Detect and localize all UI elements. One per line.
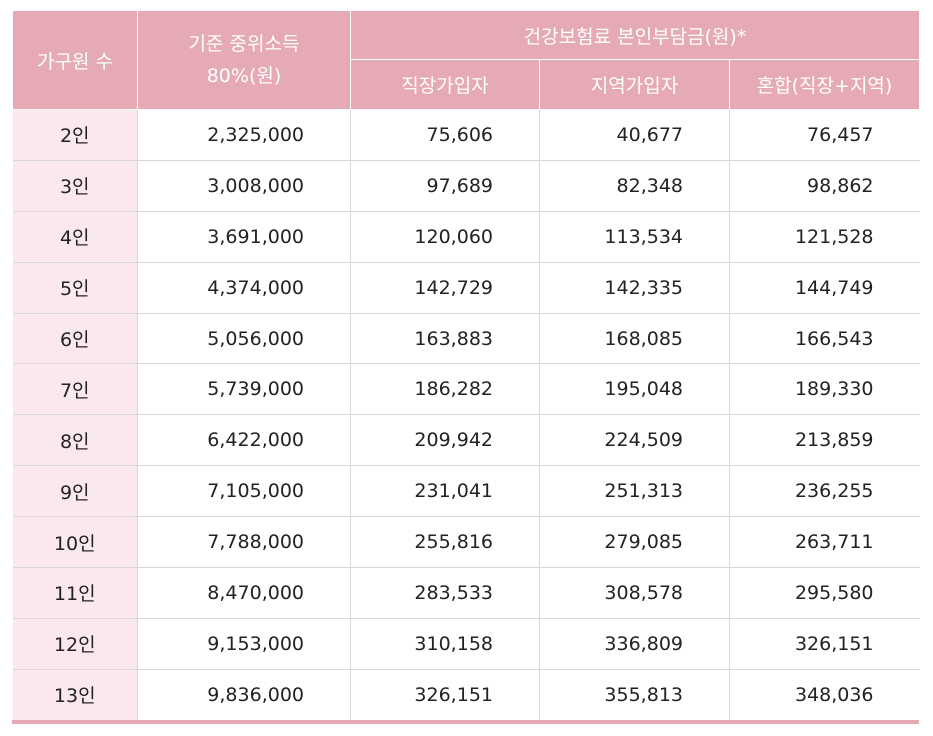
cell-household: 11인	[12, 567, 138, 619]
header-household: 가구원 수	[12, 10, 138, 110]
cell-mixed: 76,457	[729, 109, 920, 161]
cell-employee: 142,729	[350, 262, 540, 314]
cell-mixed: 348,036	[729, 669, 920, 720]
header-employee: 직장가입자	[350, 59, 540, 110]
cell-employee: 209,942	[350, 414, 540, 467]
table-row: 8인 6,422,000 209,942 224,509 213,859	[12, 414, 920, 467]
cell-mixed: 326,151	[729, 618, 920, 670]
cell-regional: 40,677	[539, 109, 730, 161]
table-row: 13인 9,836,000 326,151 355,813 348,036	[12, 669, 920, 720]
header-income-line2: 80%(원)	[206, 65, 282, 87]
cell-income: 6,422,000	[137, 414, 351, 467]
header-mixed: 혼합(직장+지역)	[728, 59, 921, 110]
cell-employee: 310,158	[350, 618, 540, 670]
cell-household: 5인	[12, 262, 138, 314]
cell-income: 4,374,000	[137, 262, 351, 314]
cell-income: 8,470,000	[137, 567, 351, 619]
cell-income: 2,325,000	[137, 109, 351, 161]
cell-employee: 255,816	[350, 516, 540, 569]
cell-income: 7,788,000	[137, 516, 351, 569]
cell-employee: 163,883	[350, 313, 540, 365]
cell-household: 9인	[12, 465, 138, 518]
cell-regional: 168,085	[539, 313, 730, 365]
cell-regional: 308,578	[539, 567, 730, 619]
cell-mixed: 236,255	[729, 465, 920, 518]
cell-household: 6인	[12, 313, 138, 365]
cell-regional: 336,809	[539, 618, 730, 670]
cell-income: 5,739,000	[137, 363, 351, 416]
header-income: 기준 중위소득 80%(원)	[137, 10, 351, 110]
table-row: 4인 3,691,000 120,060 113,534 121,528	[12, 211, 920, 263]
cell-employee: 231,041	[350, 465, 540, 518]
header-income-line1: 기준 중위소득	[188, 33, 300, 55]
cell-regional: 279,085	[539, 516, 730, 569]
cell-employee: 97,689	[350, 160, 540, 212]
premium-table: 가구원 수 기준 중위소득 80%(원) 건강보험료 본인부담금(원)* 직장가…	[12, 10, 921, 720]
cell-household: 3인	[12, 160, 138, 212]
table-header: 가구원 수 기준 중위소득 80%(원) 건강보험료 본인부담금(원)* 직장가…	[12, 10, 921, 110]
cell-mixed: 189,330	[729, 363, 920, 416]
table-row: 7인 5,739,000 186,282 195,048 189,330	[12, 363, 920, 416]
cell-regional: 355,813	[539, 669, 730, 720]
cell-household: 8인	[12, 414, 138, 467]
table-row: 3인 3,008,000 97,689 82,348 98,862	[12, 160, 920, 212]
header-regional: 지역가입자	[539, 59, 730, 110]
table-body: 2인 2,325,000 75,606 40,677 76,457 3인 3,008,000…	[12, 109, 920, 720]
table-row: 5인 4,374,000 142,729 142,335 144,749	[12, 262, 920, 314]
cell-regional: 195,048	[539, 363, 730, 416]
premium-table-container: 가구원 수 기준 중위소득 80%(원) 건강보험료 본인부담금(원)* 직장가…	[12, 10, 921, 724]
cell-employee: 283,533	[350, 567, 540, 619]
cell-household: 7인	[12, 363, 138, 416]
header-premium-group: 건강보험료 본인부담금(원)*	[349, 10, 921, 60]
cell-mixed: 166,543	[729, 313, 920, 365]
table-row: 2인 2,325,000 75,606 40,677 76,457	[12, 109, 920, 161]
cell-mixed: 263,711	[729, 516, 920, 569]
table-row: 12인 9,153,000 310,158 336,809 326,151	[12, 618, 920, 670]
cell-regional: 224,509	[539, 414, 730, 467]
cell-income: 9,836,000	[137, 669, 351, 720]
cell-regional: 142,335	[539, 262, 730, 314]
cell-income: 9,153,000	[137, 618, 351, 670]
cell-household: 2인	[12, 109, 138, 161]
cell-income: 5,056,000	[137, 313, 351, 365]
cell-income: 3,008,000	[137, 160, 351, 212]
table-row: 9인 7,105,000 231,041 251,313 236,255	[12, 465, 920, 518]
cell-employee: 120,060	[350, 211, 540, 263]
cell-household: 12인	[12, 618, 138, 670]
table-row: 10인 7,788,000 255,816 279,085 263,711	[12, 516, 920, 569]
cell-household: 4인	[12, 211, 138, 263]
cell-mixed: 98,862	[729, 160, 920, 212]
cell-household: 10인	[12, 516, 138, 569]
cell-income: 3,691,000	[137, 211, 351, 263]
cell-income: 7,105,000	[137, 465, 351, 518]
cell-employee: 186,282	[350, 363, 540, 416]
cell-household: 13인	[12, 669, 138, 720]
cell-employee: 75,606	[350, 109, 540, 161]
cell-mixed: 144,749	[729, 262, 920, 314]
table-row: 11인 8,470,000 283,533 308,578 295,580	[12, 567, 920, 619]
cell-regional: 82,348	[539, 160, 730, 212]
cell-mixed: 295,580	[729, 567, 920, 619]
cell-regional: 113,534	[539, 211, 730, 263]
cell-regional: 251,313	[539, 465, 730, 518]
cell-mixed: 121,528	[729, 211, 920, 263]
cell-mixed: 213,859	[729, 414, 920, 467]
table-row: 6인 5,056,000 163,883 168,085 166,543	[12, 313, 920, 365]
cell-employee: 326,151	[350, 669, 540, 720]
